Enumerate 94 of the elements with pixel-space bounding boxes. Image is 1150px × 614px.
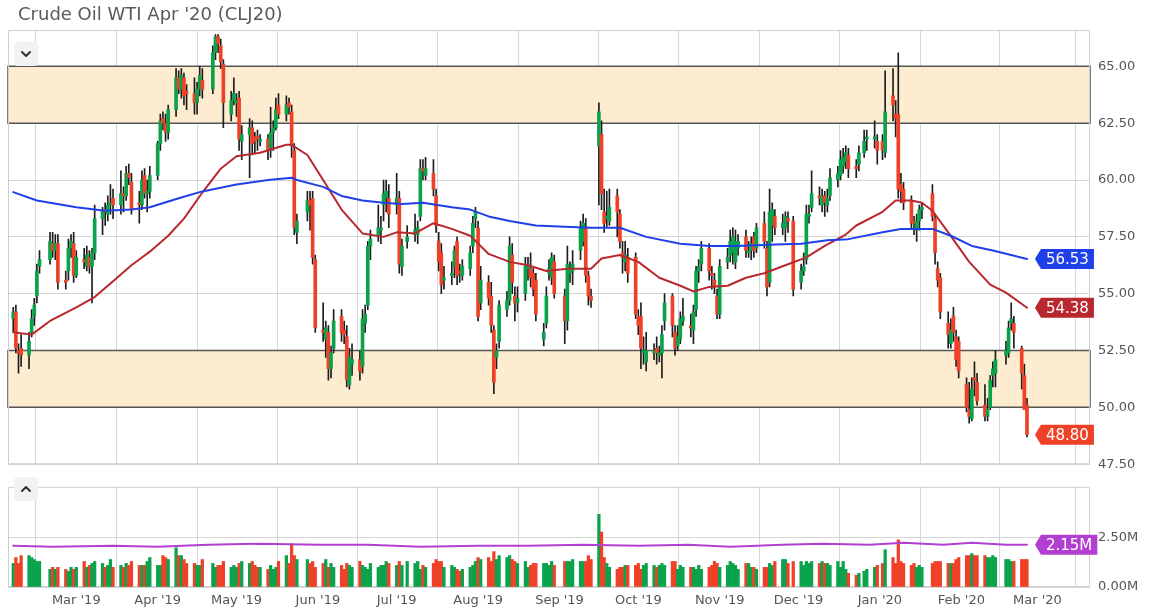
bar [505, 557, 509, 587]
bar [799, 561, 803, 587]
x-tick-label: Aug '19 [453, 592, 503, 608]
bar [400, 565, 404, 587]
bar [148, 557, 152, 587]
y-tick-label: 2.50M [1098, 529, 1139, 545]
bar [211, 563, 215, 587]
x-tick-label: Mar '19 [51, 592, 101, 608]
x-tick-label: Jun '19 [294, 592, 341, 608]
bar [901, 563, 906, 587]
bar [699, 568, 703, 587]
bar [571, 559, 575, 587]
annotation: 56.53 [1045, 249, 1089, 268]
candlestick [258, 134, 262, 147]
bar [198, 565, 202, 587]
x-tick-label: Oct '19 [614, 592, 662, 608]
bar [308, 563, 312, 587]
bar [550, 561, 554, 587]
y-tick-label: 62.50 [1098, 114, 1136, 130]
bar [413, 563, 417, 587]
bar [791, 561, 795, 587]
bar [324, 559, 328, 587]
x-tick-label: Feb '20 [937, 592, 985, 608]
bar [883, 549, 887, 587]
y-tick-label: 0.00M [1098, 578, 1139, 594]
bar [442, 567, 446, 587]
x-tick-label: Jul '19 [375, 592, 417, 608]
x-tick-label: Nov '19 [694, 592, 745, 608]
bar [100, 563, 105, 587]
bar [184, 563, 189, 587]
bar [268, 565, 273, 587]
bar [405, 561, 409, 587]
bar [507, 555, 512, 587]
y-tick-label: 55.00 [1098, 285, 1136, 301]
x-tick-label: Sep '19 [535, 592, 584, 608]
bar [276, 561, 281, 587]
bar [486, 557, 491, 587]
x-tick-label: May '19 [210, 592, 263, 608]
bar [644, 563, 648, 587]
bar [552, 565, 556, 587]
bar [891, 557, 895, 587]
bar [19, 555, 23, 587]
bar [492, 551, 496, 587]
bar [368, 563, 373, 587]
annotation: 54.38 [1045, 298, 1089, 317]
bar [329, 563, 333, 587]
y-tick-label: 60.00 [1098, 171, 1136, 187]
x-tick-label: Dec '19 [773, 592, 824, 608]
bar [597, 513, 601, 587]
bar [161, 555, 165, 587]
bar [332, 567, 336, 587]
bar [993, 557, 998, 587]
bar [957, 557, 961, 587]
bar [773, 561, 777, 587]
bar [589, 559, 593, 587]
annotation: 48.80 [1045, 425, 1089, 444]
bar [605, 563, 609, 587]
bar [129, 561, 134, 587]
bar [27, 555, 31, 587]
y-tick-label: 57.50 [1098, 228, 1136, 244]
chart-title: Crude Oil WTI Apr '20 (CLJ20) [18, 3, 283, 24]
y-tick-label: 50.00 [1098, 398, 1136, 414]
bar [725, 565, 730, 587]
bar [339, 565, 344, 587]
bar [295, 559, 299, 587]
y-tick-label: 47.50 [1098, 455, 1136, 471]
bar [641, 565, 646, 587]
bar [182, 559, 186, 587]
bar [174, 547, 178, 587]
bar [416, 561, 420, 587]
bar [395, 565, 399, 587]
bar [718, 567, 722, 587]
bar [221, 561, 225, 587]
bar [497, 555, 501, 587]
x-tick-label: Mar '20 [1013, 592, 1062, 608]
bar [1004, 559, 1008, 587]
bar [662, 565, 667, 587]
bar [381, 565, 386, 587]
bar [93, 561, 97, 587]
y-tick-label: 65.00 [1098, 57, 1136, 73]
x-tick-label: Apr '19 [134, 592, 182, 608]
bar [111, 567, 115, 587]
bar [607, 567, 612, 587]
bar [786, 563, 790, 587]
bar [836, 561, 840, 587]
bar [809, 561, 814, 587]
bar [37, 561, 42, 587]
annotation: 2.15M [1045, 535, 1093, 554]
bar [200, 559, 204, 587]
bar [880, 563, 885, 587]
bar [14, 557, 18, 587]
x-tick-label: Jan '20 [856, 592, 903, 608]
bar [358, 561, 362, 587]
y-tick-label: 52.50 [1098, 341, 1136, 357]
